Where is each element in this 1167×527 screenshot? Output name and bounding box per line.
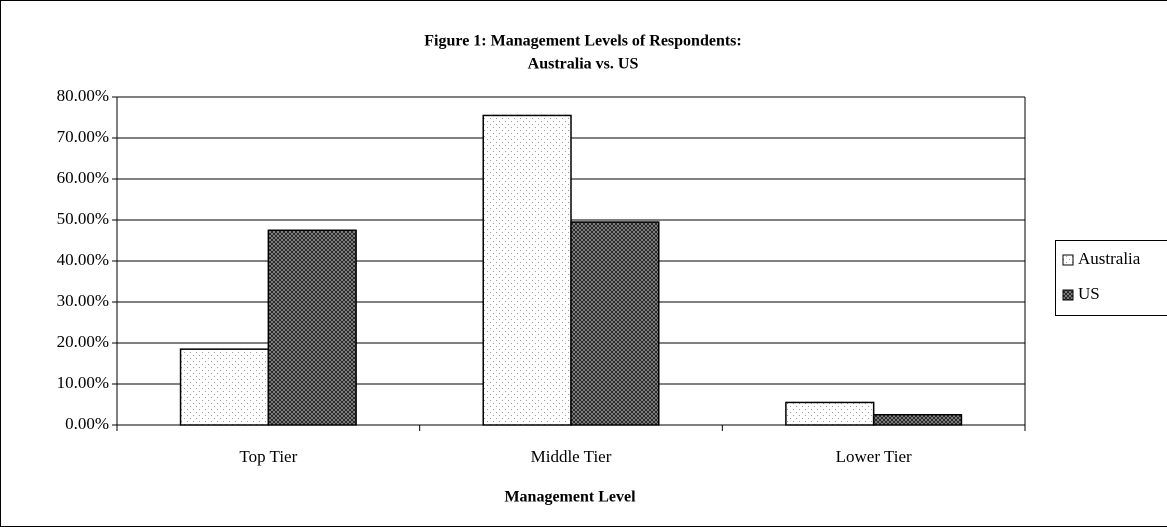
legend-swatch	[1062, 289, 1074, 301]
y-tick-label: 40.00%	[57, 250, 109, 269]
y-tick-label: 80.00%	[57, 86, 109, 105]
bar	[570, 221, 660, 426]
bar	[267, 229, 357, 426]
x-tick-label: Top Tier	[239, 447, 297, 466]
y-tick-label: 10.00%	[57, 373, 109, 392]
legend-box	[1055, 240, 1167, 316]
x-axis-label: Management Level	[504, 489, 636, 506]
legend-label: US	[1078, 284, 1100, 303]
y-tick-label: 0.00%	[65, 414, 109, 433]
x-tick-label: Middle Tier	[531, 447, 612, 466]
legend-swatch	[1062, 254, 1074, 266]
y-tick-label: 20.00%	[57, 332, 109, 351]
bar	[179, 348, 270, 426]
bar	[785, 401, 875, 426]
chart-title: Australia vs. US	[528, 56, 639, 73]
bar	[872, 414, 963, 426]
bar	[482, 114, 572, 426]
x-tick-label: Lower Tier	[836, 447, 912, 466]
y-tick-label: 60.00%	[57, 168, 109, 187]
y-tick-label: 50.00%	[57, 209, 109, 228]
y-tick-label: 30.00%	[57, 291, 109, 310]
y-tick-label: 70.00%	[57, 127, 109, 146]
chart-title: Figure 1: Management Levels of Responden…	[424, 33, 741, 50]
legend-label: Australia	[1078, 249, 1141, 268]
